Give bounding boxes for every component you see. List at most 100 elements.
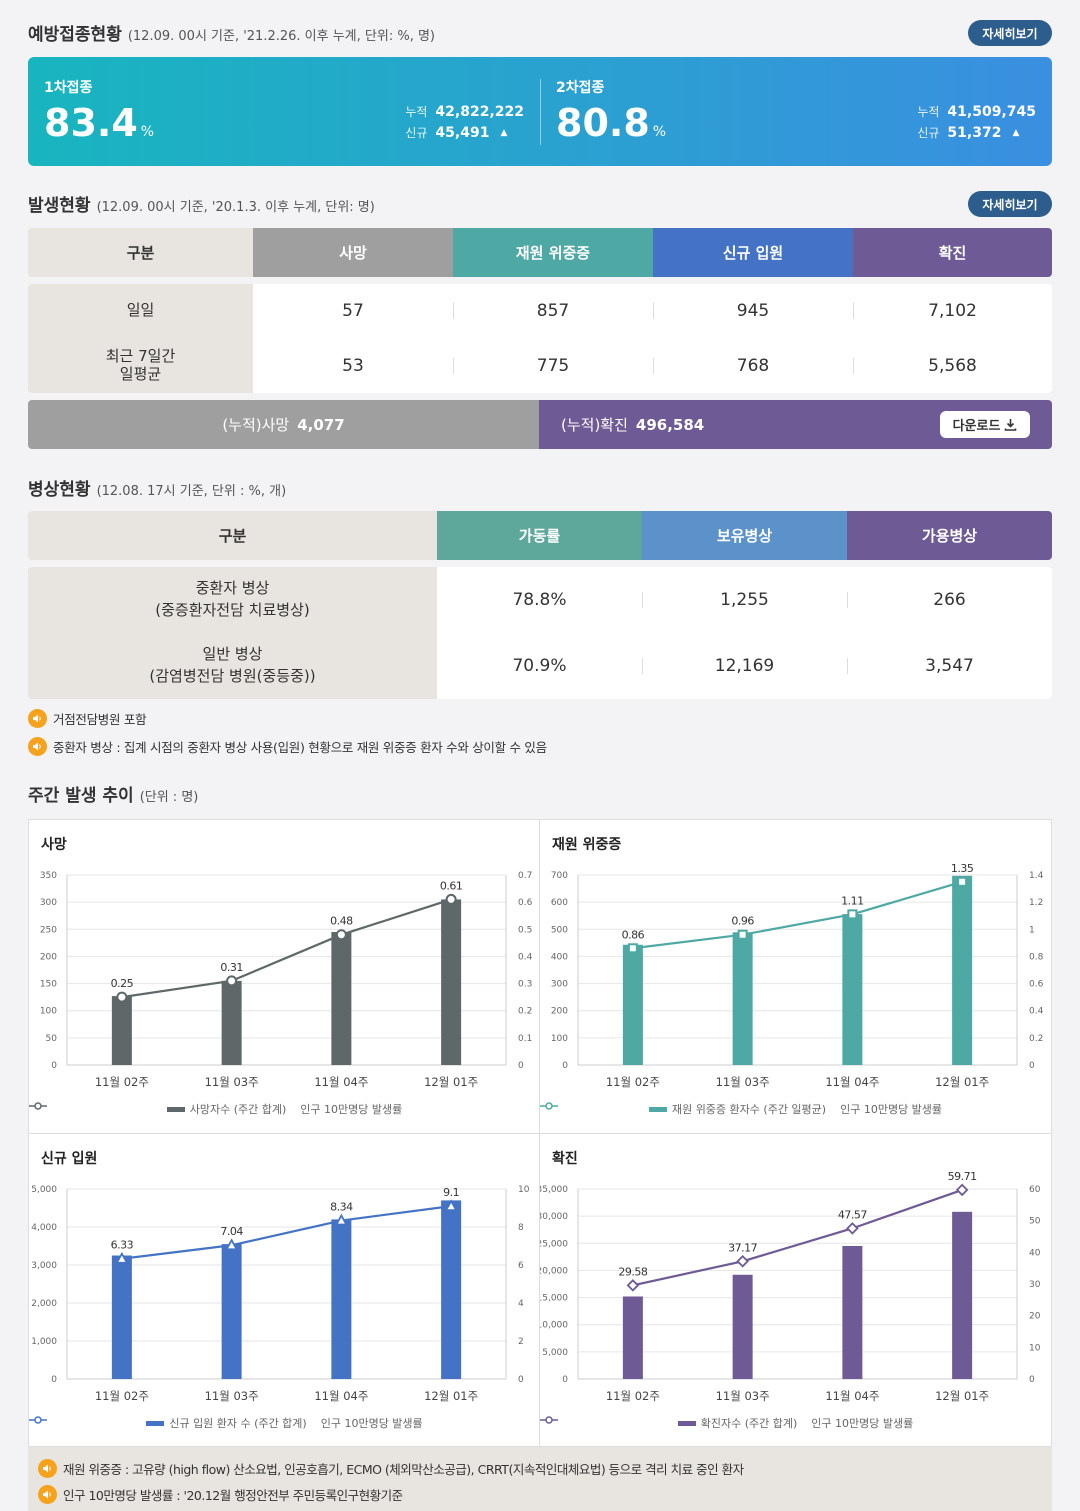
rate-marker — [737, 929, 748, 940]
speaker-icon — [28, 708, 47, 728]
occurrence-subtitle: (12.09. 00시 기준, '20.1.3. 이후 누계, 단위: 명) — [96, 200, 375, 215]
footnote-text: 인구 10만명당 발생률 : '20.12월 행정안전부 주민등록인구현황기준 — [63, 1487, 403, 1503]
weekly-subtitle: (단위 : 명) — [139, 790, 199, 805]
dose2-rate: 80.8 — [556, 101, 650, 145]
beds-header-category: 구분 — [28, 511, 437, 560]
data-label: 1.35 — [951, 862, 974, 875]
rate-line — [121, 898, 452, 999]
rate-line — [632, 1188, 963, 1287]
legend-label: 인구 10만명당 발생률 — [300, 1103, 403, 1116]
rate-line — [632, 880, 963, 950]
y-tick-left: 0 — [562, 1061, 568, 1071]
bar — [842, 914, 863, 1065]
y-tick-right: 10 — [1029, 1343, 1041, 1353]
cumulative-death-value: 4,077 — [297, 415, 345, 434]
occurrence-table-header: 구분 사망 재원 위중증 신규 입원 확진 — [28, 228, 1052, 277]
vaccination-title: 예방접종현황 — [28, 25, 122, 45]
rate-marker — [736, 1255, 749, 1268]
y-tick-right: 30 — [1029, 1280, 1041, 1290]
y-tick-left: 350 — [40, 871, 57, 881]
dose2-cum-value: 41,509,745 — [947, 103, 1036, 120]
footnotes: 재원 위중증 : 고유량 (high flow) 산소요법, 인공호흡기, EC… — [28, 1447, 1052, 1511]
occurrence-header: 발생현황 (12.09. 00시 기준, '20.1.3. 이후 누계, 단위:… — [28, 191, 375, 216]
speaker-icon — [38, 1484, 57, 1504]
y-tick-left: 3,000 — [31, 1261, 57, 1271]
occurrence-more-button[interactable]: 자세히보기 — [968, 191, 1052, 217]
y-tick-left: 100 — [40, 1007, 57, 1017]
chart-title: 재원 위중증 — [552, 837, 622, 853]
legend-swatch — [166, 1106, 185, 1112]
legend-swatch — [648, 1106, 667, 1112]
rate-marker — [957, 876, 968, 887]
rate-marker — [335, 929, 347, 941]
y-tick-right: 40 — [1029, 1248, 1041, 1258]
y-tick-left: 25,000 — [540, 1239, 568, 1249]
cumulative-death-label: (누적)사망 — [222, 416, 290, 434]
legend-label: 인구 10만명당 발생률 — [811, 1417, 914, 1430]
y-tick-right: 0 — [518, 1061, 524, 1071]
rate-marker — [847, 909, 858, 920]
rate-marker — [444, 1199, 458, 1211]
occurrence-critical-column: 857 775 — [453, 284, 653, 393]
beds-table-body: 중환자 병상 (중증환자전담 치료병상) 일반 병상 (감염병전담 병원(중등중… — [28, 567, 1052, 699]
weekly-title: 주간 발생 추이 — [28, 786, 134, 806]
legend-item-line: 인구 10만명당 발생률 — [29, 1415, 423, 1431]
beds-label-column: 중환자 병상 (중증환자전담 치료병상) 일반 병상 (감염병전담 병원(중등중… — [28, 567, 437, 699]
occurrence-confirmed-column: 7,102 5,568 — [853, 284, 1052, 393]
y-tick-left: 400 — [551, 952, 568, 962]
dose2-stats: 누적 41,509,745 신규 51,372 ▲ — [917, 103, 1036, 145]
row-label-7day-avg: 최근 7일간 일평균 — [105, 347, 176, 383]
y-tick-right: 60 — [1029, 1185, 1041, 1195]
occurrence-title: 발생현황 — [28, 196, 91, 216]
cell-icu-total: 1,255 — [642, 567, 847, 633]
legend-label: 확진자수 (주간 합계) — [700, 1417, 798, 1430]
rate-line — [121, 1205, 452, 1260]
download-label: 다운로드 — [952, 419, 1001, 434]
chart-legend: 확진자수 (주간 합계) 인구 10만명당 발생률 — [540, 1415, 1051, 1431]
download-button[interactable]: 다운로드 — [940, 411, 1030, 438]
y-tick-right: 0.7 — [518, 871, 532, 881]
y-tick-left: 700 — [551, 871, 568, 881]
x-tick-label: 11월 04주 — [825, 1389, 879, 1403]
dose1-cum-key: 누적 — [405, 105, 428, 119]
x-tick-label: 12월 01주 — [424, 1389, 478, 1403]
beds-occupancy-column: 78.8% 70.9% — [437, 567, 642, 699]
occurrence-header-confirmed: 확진 — [853, 228, 1052, 277]
x-tick-label: 11월 03주 — [205, 1075, 259, 1089]
y-tick-right: 0.2 — [1029, 1034, 1043, 1044]
cell-avg-death: 53 — [342, 355, 364, 376]
beds-subtitle: (12.08. 17시 기준, 단위 : %, 개) — [96, 484, 287, 499]
vaccination-more-button[interactable]: 자세히보기 — [968, 20, 1052, 46]
dose1-stats: 누적 42,822,222 신규 45,491 ▲ — [405, 103, 524, 145]
y-tick-right: 0.8 — [1029, 952, 1044, 962]
beds-note: 중환자 병상 : 집계 시점의 중환자 병상 사용(입원) 현황으로 재원 위중… — [28, 732, 547, 760]
occurrence-table-body: 일일 최근 7일간 일평균 57 53 857 775 945 768 7,10… — [28, 284, 1052, 393]
legend-swatch — [146, 1420, 165, 1426]
cumulative-bar: (누적)사망 4,077 (누적)확진 496,584 다운로드 — [28, 400, 1052, 449]
chart-title: 신규 입원 — [41, 1151, 98, 1167]
bar — [221, 980, 242, 1065]
rate-marker — [334, 1213, 348, 1226]
data-label: 0.31 — [220, 961, 243, 974]
y-tick-right: 0.5 — [518, 925, 532, 935]
beds-table-header: 구분 가동률 보유병상 가용병상 — [28, 511, 1052, 560]
y-tick-left: 30,000 — [540, 1212, 568, 1222]
legend-item-bar: 신규 입원 환자 수 (주간 합계) — [146, 1415, 307, 1431]
bar — [331, 932, 352, 1065]
beds-header-total: 보유병상 — [642, 511, 847, 560]
dose2-rate-wrap: 80.8% — [556, 101, 666, 145]
bar — [842, 1246, 863, 1379]
dose1-label: 1차접종 — [44, 80, 93, 96]
chart-svg: 0 50 100 150 200 250 300 350 0 0.1 0.2 0.3 0.4 0.5 0.6… — [40, 871, 533, 1089]
cell-daily-critical: 857 — [453, 284, 653, 338]
vaccination-panel: 1차접종 83.4% 누적 42,822,222 신규 45,491 ▲ 2차접종 8… — [28, 57, 1052, 166]
chart-legend: 재원 위중증 환자수 (주간 일평균) 인구 10만명당 발생률 — [540, 1101, 1051, 1117]
beds-header: 병상현황 (12.08. 17시 기준, 단위 : %, 개) — [28, 475, 286, 500]
y-tick-left: 300 — [551, 980, 568, 990]
y-tick-right: 50 — [1029, 1217, 1041, 1227]
y-tick-left: 2,000 — [31, 1299, 57, 1309]
rate-marker — [226, 975, 238, 987]
y-tick-right: 0.1 — [518, 1034, 532, 1044]
weekly-charts: 사망 0 50 100 150 200 250 300 350 0 0.1 0.2 0.3 0.4 0.5… — [28, 819, 1052, 1448]
y-tick-left: 150 — [40, 980, 57, 990]
